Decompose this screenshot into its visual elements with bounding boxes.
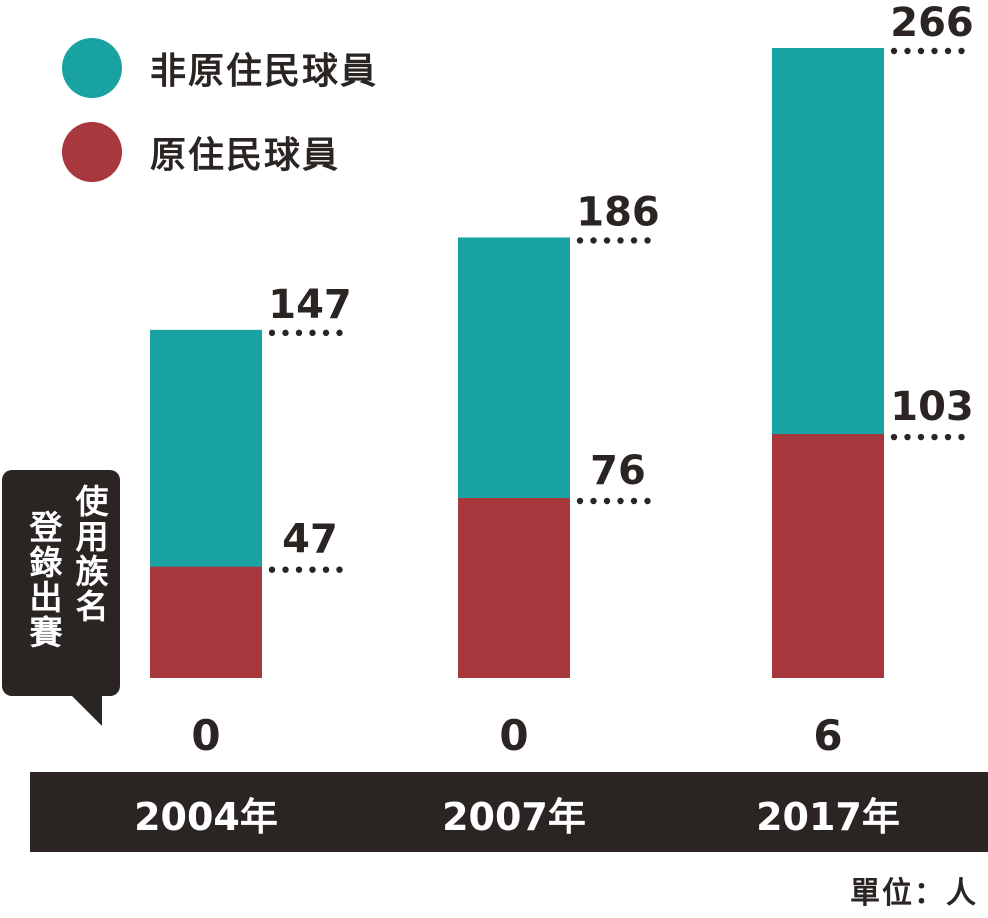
leader-indigenous-1 <box>630 497 638 505</box>
callout-tail <box>70 694 102 726</box>
legend-swatch-non-indigenous <box>62 38 122 98</box>
year-axis-band <box>30 772 988 852</box>
leader-non-indigenous-2 <box>944 47 952 55</box>
leader-indigenous-1 <box>603 497 611 505</box>
callout-bubble: 使用族名 登錄出賽 <box>2 470 120 696</box>
leader-indigenous-1 <box>590 497 597 505</box>
value-label-non-indigenous-0: 147 <box>268 282 352 328</box>
leader-indigenous-0 <box>322 566 330 573</box>
leader-indigenous-2 <box>904 433 911 441</box>
leader-indigenous-2 <box>931 433 938 441</box>
value-label-non-indigenous-2: 266 <box>890 0 974 46</box>
leader-indigenous-0 <box>282 566 289 573</box>
callout-line2: 登錄出賽 <box>24 510 63 650</box>
legend-item-indigenous: 原住民球員 <box>62 122 340 182</box>
leader-non-indigenous-1 <box>617 237 624 244</box>
leader-non-indigenous-1 <box>603 237 611 244</box>
leader-indigenous-0 <box>336 566 343 573</box>
value-label-indigenous-2: 103 <box>890 384 974 430</box>
category-label-1: 2007年 <box>442 795 586 839</box>
category-label-2: 2017年 <box>756 795 900 839</box>
bar-indigenous-0 <box>150 566 262 678</box>
leader-indigenous-0 <box>295 566 303 573</box>
unit-label: 單位：人 <box>850 876 978 911</box>
leader-non-indigenous-1 <box>576 237 584 244</box>
leader-indigenous-2 <box>944 433 952 441</box>
value-label-indigenous-0: 47 <box>282 517 338 563</box>
leader-non-indigenous-2 <box>931 47 938 55</box>
leader-indigenous-2 <box>958 433 965 441</box>
legend-label-non-indigenous: 非原住民球員 <box>150 51 379 92</box>
leader-non-indigenous-0 <box>282 329 289 337</box>
leader-non-indigenous-0 <box>309 329 316 337</box>
leader-indigenous-2 <box>917 433 925 441</box>
leader-indigenous-1 <box>576 497 584 505</box>
leader-indigenous-0 <box>309 566 316 573</box>
legend-swatch-indigenous <box>62 122 122 182</box>
leader-non-indigenous-0 <box>336 329 343 337</box>
leader-non-indigenous-0 <box>322 329 330 337</box>
callout-value-0: 0 <box>191 711 220 760</box>
callout-line1: 使用族名 <box>70 484 109 624</box>
leader-indigenous-1 <box>617 497 624 505</box>
value-label-indigenous-1: 76 <box>590 448 646 494</box>
callout-value-1: 0 <box>499 711 528 760</box>
leader-non-indigenous-2 <box>958 47 965 55</box>
leader-non-indigenous-1 <box>590 237 597 244</box>
leader-non-indigenous-2 <box>904 47 911 55</box>
callout-value-2: 6 <box>813 711 842 760</box>
leader-non-indigenous-0 <box>295 329 303 337</box>
category-label-0: 2004年 <box>134 795 278 839</box>
leader-non-indigenous-1 <box>630 237 638 244</box>
bar-indigenous-2 <box>772 434 884 678</box>
value-label-non-indigenous-1: 186 <box>576 189 660 235</box>
leader-indigenous-2 <box>890 433 898 441</box>
leader-non-indigenous-0 <box>268 329 276 337</box>
leader-non-indigenous-2 <box>917 47 925 55</box>
leader-indigenous-0 <box>268 566 276 573</box>
bar-indigenous-1 <box>458 498 570 678</box>
leader-non-indigenous-2 <box>890 47 898 55</box>
leader-indigenous-1 <box>644 497 651 505</box>
leader-non-indigenous-1 <box>644 237 651 244</box>
legend-label-indigenous: 原住民球員 <box>150 135 341 176</box>
legend-item-non-indigenous: 非原住民球員 <box>62 38 378 98</box>
